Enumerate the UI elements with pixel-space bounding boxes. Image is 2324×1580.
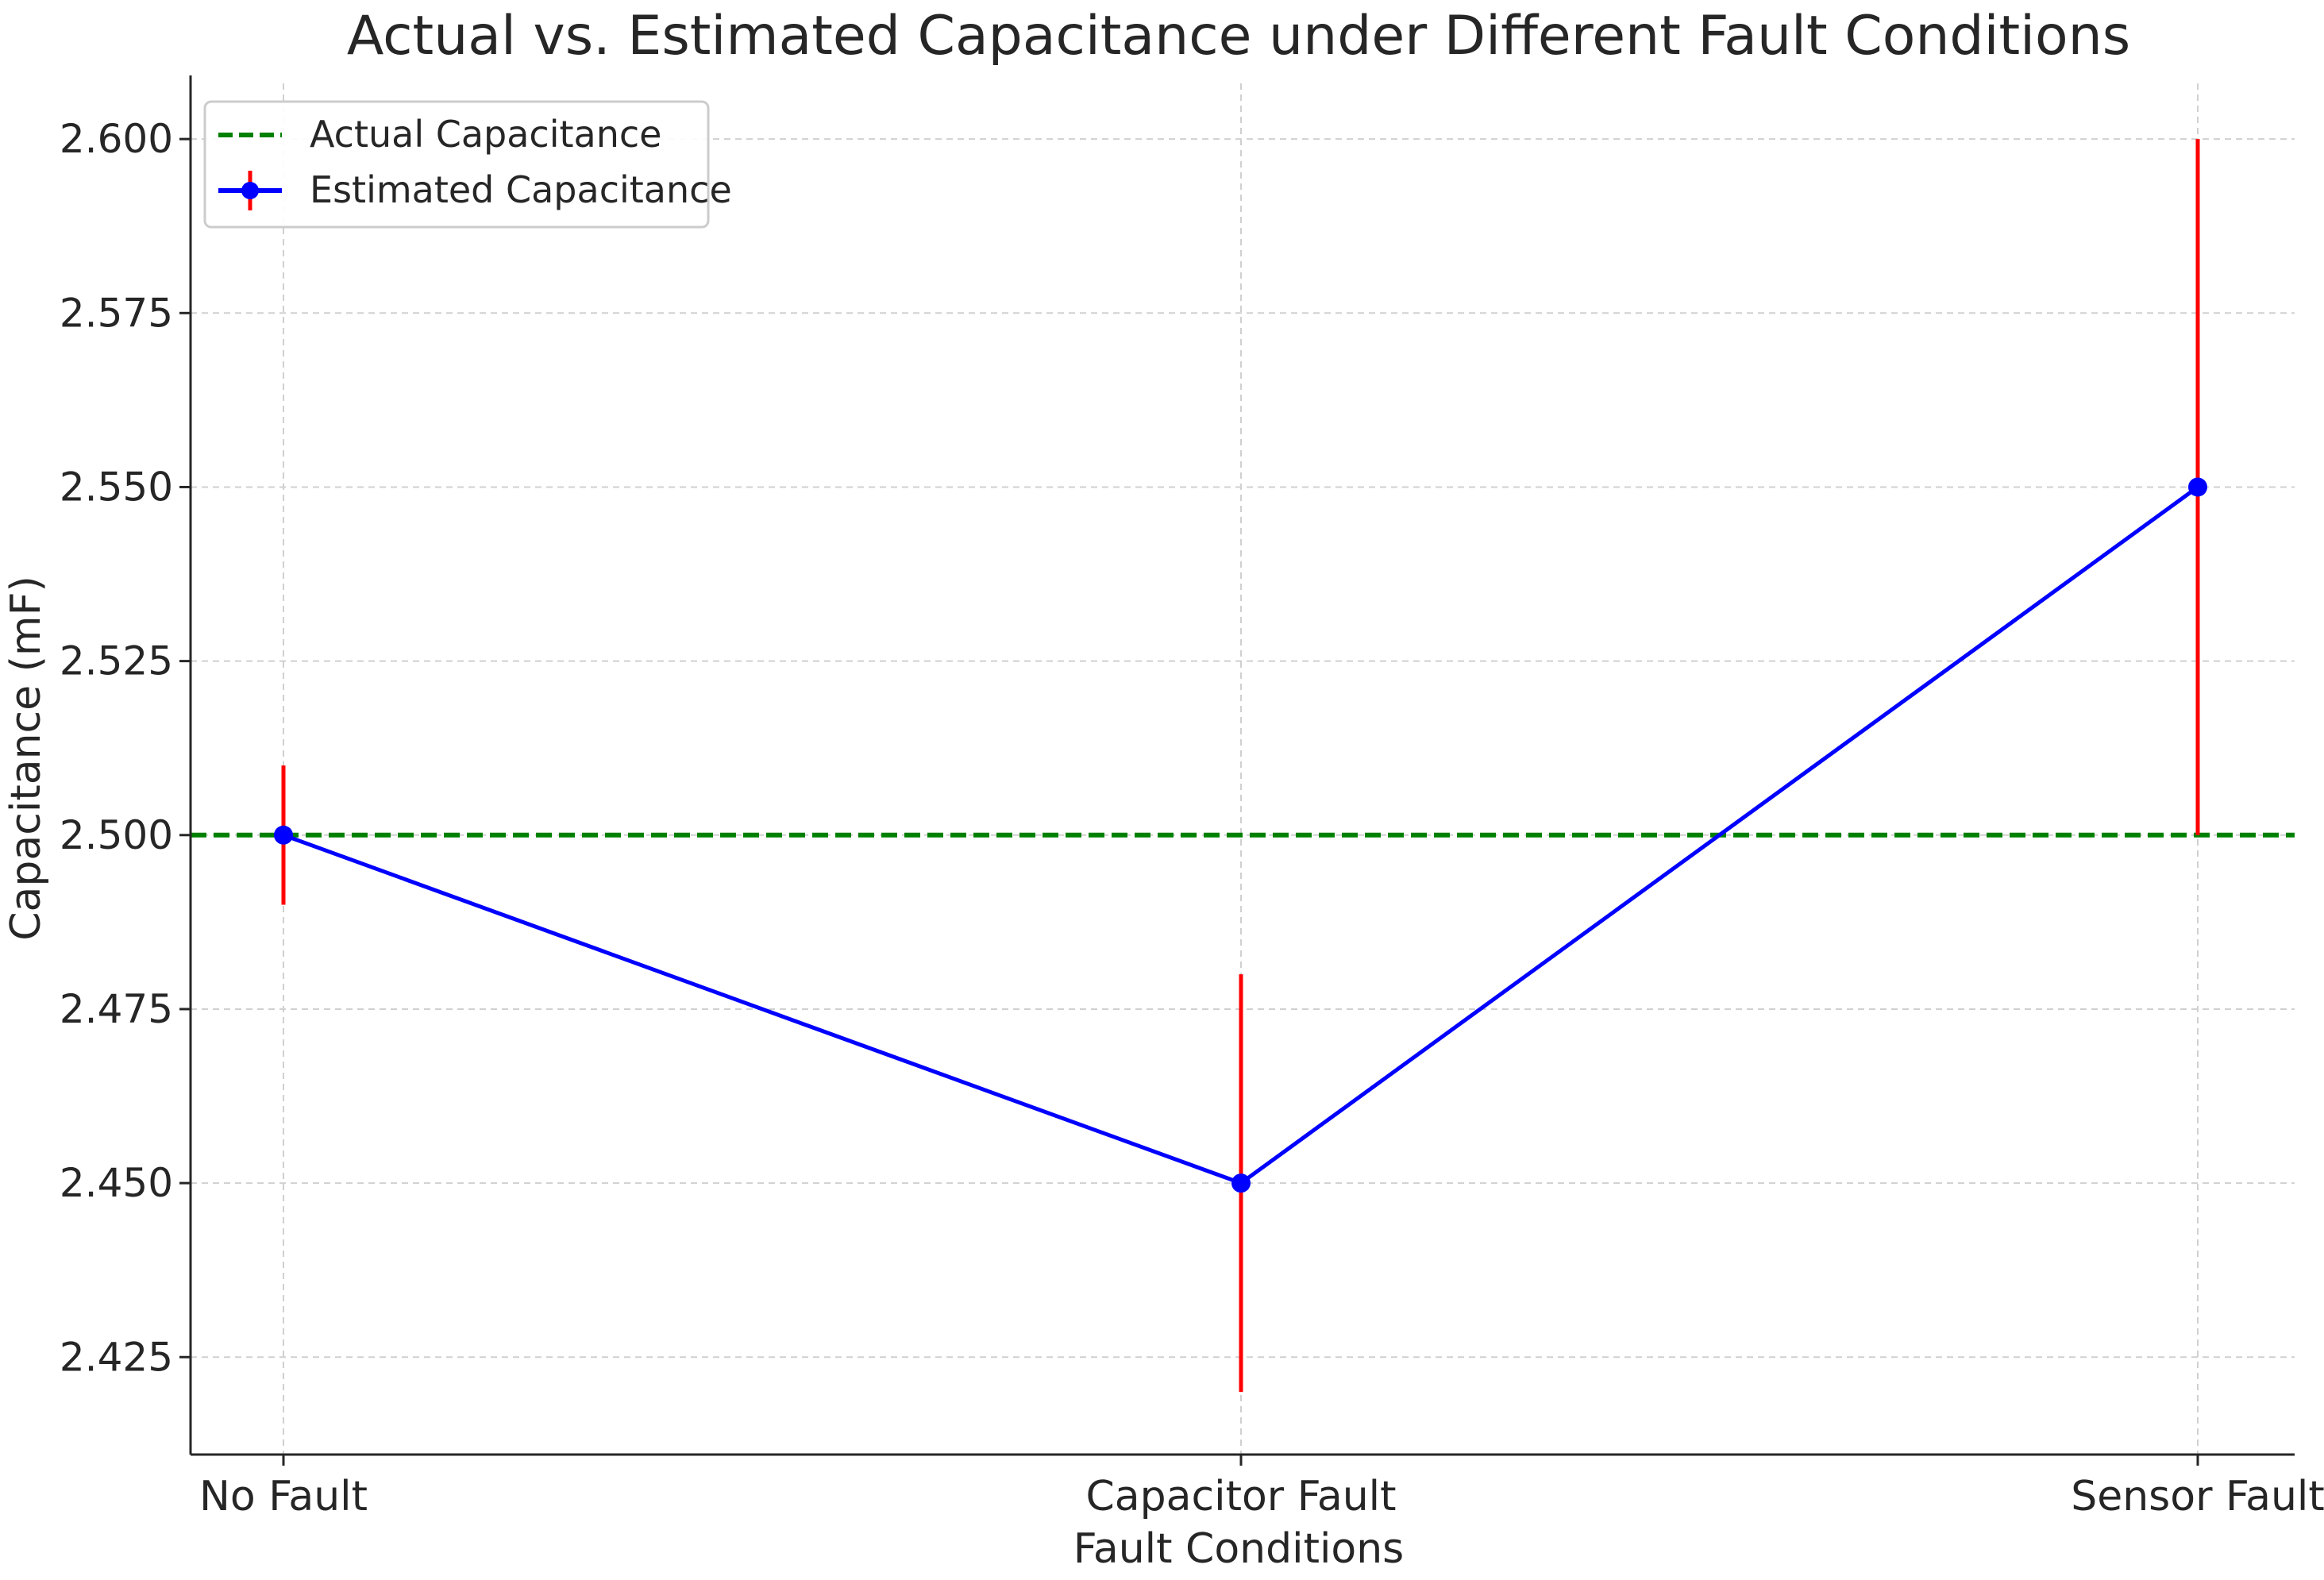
y-tick-label: 2.500	[60, 812, 173, 858]
y-tick-label: 2.450	[60, 1160, 173, 1206]
x-tick-label: No Fault	[199, 1473, 368, 1520]
y-tick-label: 2.575	[60, 290, 173, 336]
x-axis-label: Fault Conditions	[1073, 1525, 1405, 1573]
y-tick-label: 2.600	[60, 116, 173, 162]
series-layer	[274, 139, 2207, 1393]
chart-title: Actual vs. Estimated Capacitance under D…	[347, 5, 2130, 67]
legend-box	[203, 100, 710, 229]
estimated-point	[2188, 477, 2207, 497]
x-tick-label: Sensor Fault	[2071, 1473, 2324, 1520]
y-axis-label: Capacitance (mF)	[2, 576, 50, 941]
y-tick-label: 2.525	[60, 638, 173, 684]
tick-layer: 2.425 2.450 2.475 2.500 2.525 2.550 2.575 2.600…	[60, 116, 2324, 1520]
legend-estimated-label: Estimated Capacitance	[310, 168, 732, 211]
legend: Actual Capacitance Estimated Capacitance	[203, 100, 732, 229]
axes-layer	[189, 75, 2295, 1456]
legend-actual-label: Actual Capacitance	[310, 113, 661, 156]
legend-estimated-marker	[241, 182, 259, 199]
y-tick-label: 2.475	[60, 986, 173, 1032]
estimated-point	[1231, 1173, 1251, 1193]
x-tick-label: Capacitor Fault	[1086, 1473, 1397, 1520]
y-tick-label: 2.550	[60, 464, 173, 510]
y-tick-label: 2.425	[60, 1334, 173, 1380]
estimated-point	[274, 825, 293, 845]
